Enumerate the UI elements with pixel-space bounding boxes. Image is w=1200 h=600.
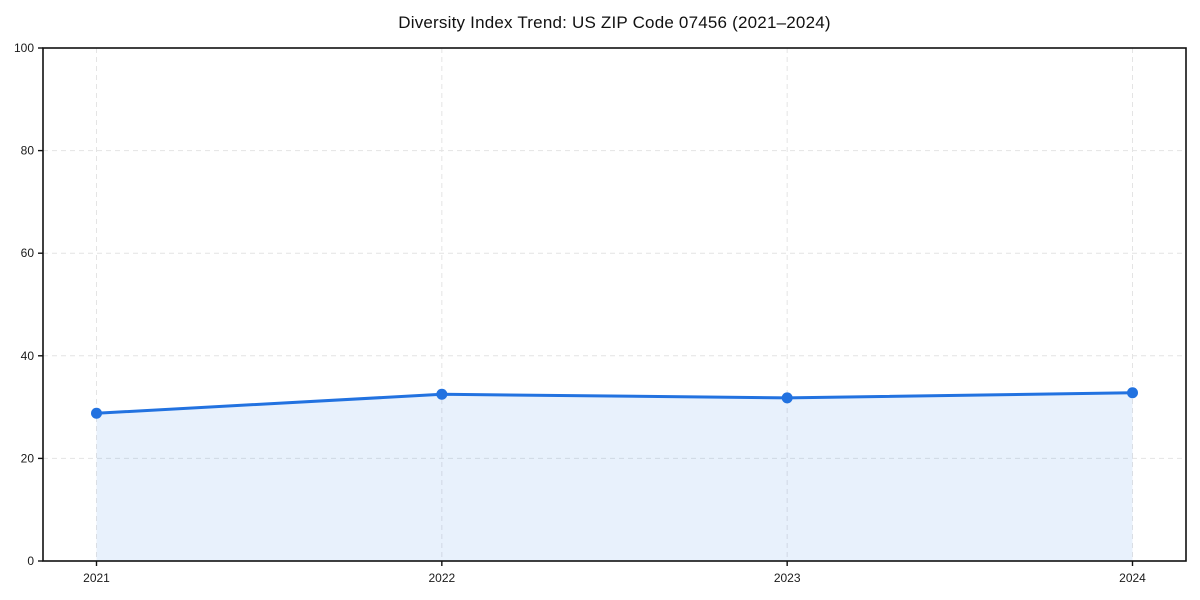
data-point-marker	[91, 407, 102, 419]
y-tick-label: 40	[21, 349, 35, 363]
plot-border	[42, 47, 1187, 562]
y-tick-label: 60	[21, 246, 35, 260]
area-fill	[96, 392, 1133, 561]
chart-title: Diversity Index Trend: US ZIP Code 07456…	[398, 13, 831, 32]
y-tick-label: 80	[21, 144, 35, 158]
data-point-marker	[436, 388, 448, 400]
trend-line	[95, 391, 1134, 415]
x-tick-label: 2024	[1119, 571, 1146, 585]
y-tick-label: 20	[21, 451, 35, 465]
data-point-marker	[781, 392, 793, 404]
y-tick-label: 100	[14, 41, 34, 55]
data-point-marker	[1127, 387, 1138, 399]
y-tick-label: 0	[27, 554, 34, 568]
x-tick-label: 2022	[428, 571, 455, 585]
x-tick-label: 2021	[83, 571, 110, 585]
x-tick-label: 2023	[774, 571, 801, 585]
